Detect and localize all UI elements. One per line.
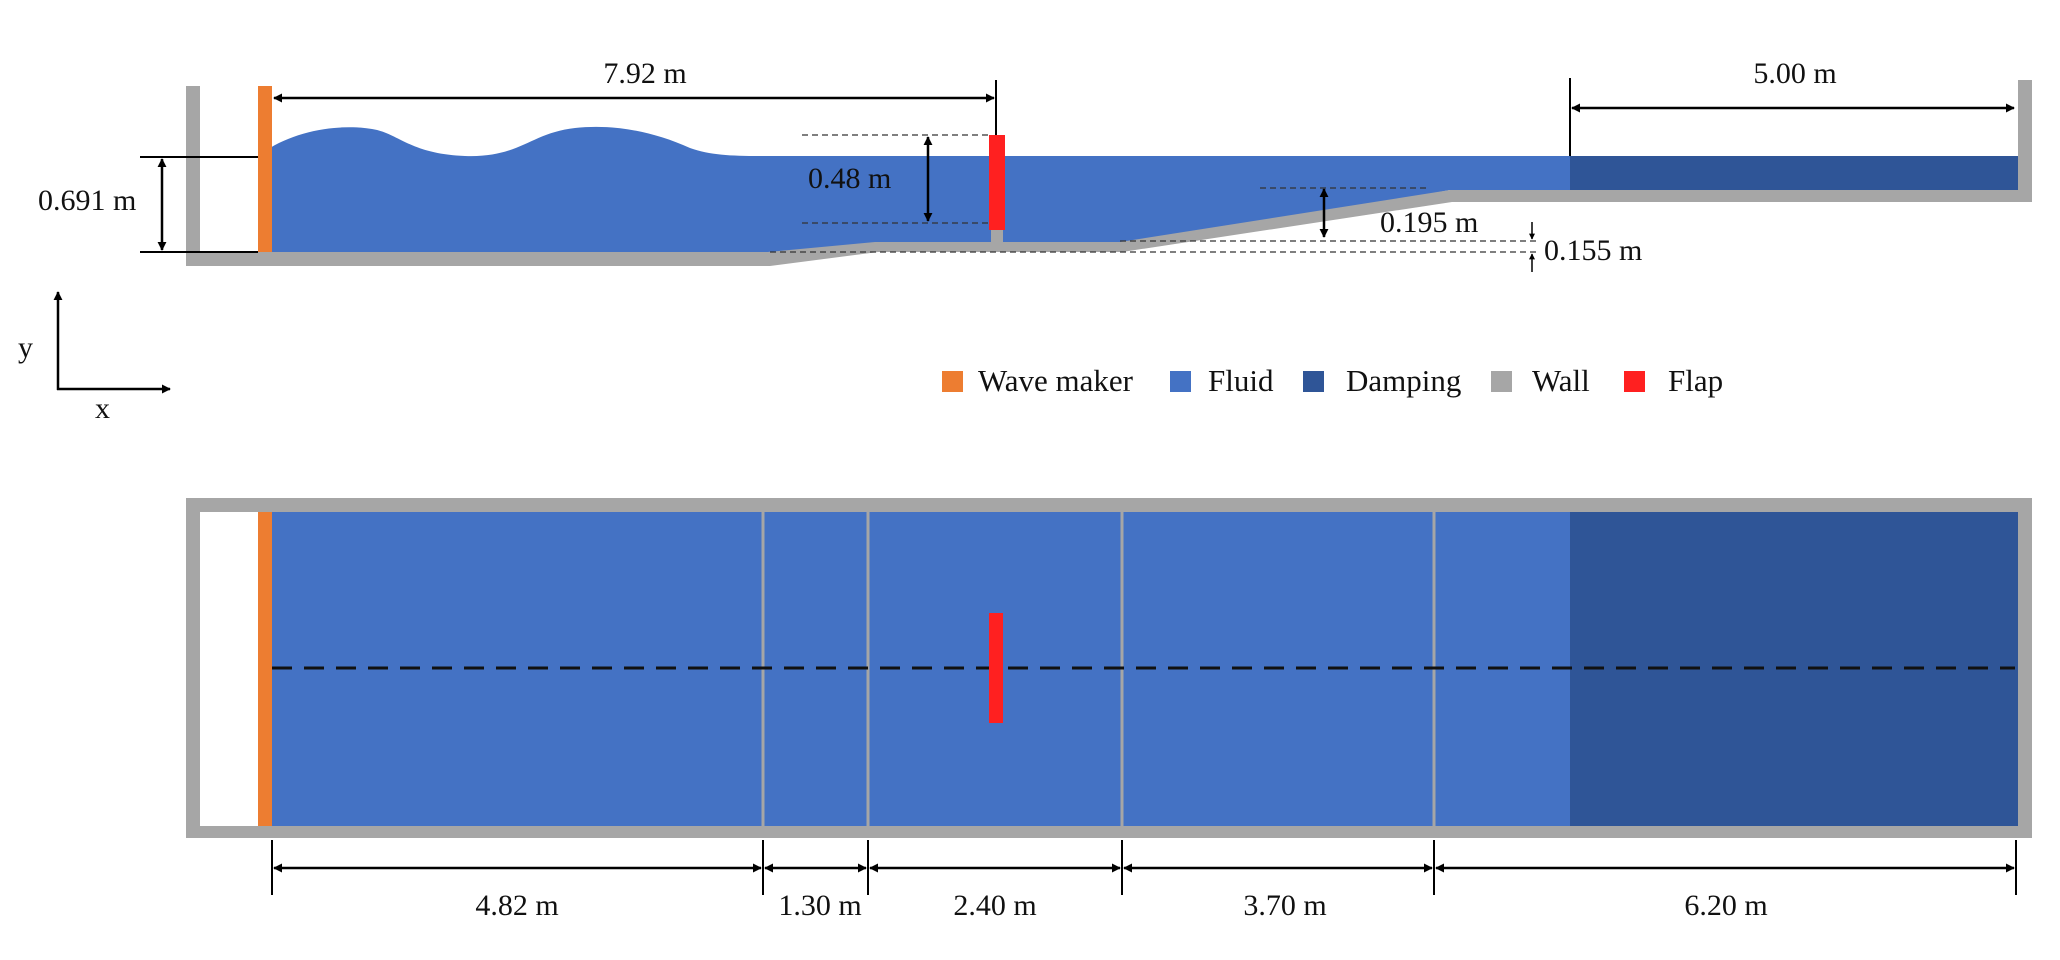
label-damping-length: 5.00 m xyxy=(1753,57,1836,90)
top-wave-maker xyxy=(258,512,272,826)
label-step-height: 0.195 m xyxy=(1380,206,1478,239)
legend-label-flap: Flap xyxy=(1668,363,1723,398)
segment-label-2: 1.30 m xyxy=(778,889,861,922)
label-water-depth: 0.691 m xyxy=(38,184,136,217)
legend-label-fluid: Fluid xyxy=(1208,363,1274,398)
wave-maker-paddle xyxy=(258,86,272,252)
left-end-wall xyxy=(186,86,200,266)
flap-top xyxy=(989,613,1003,723)
segment-label-3: 2.40 m xyxy=(953,889,1036,922)
side-fluid xyxy=(270,126,1570,252)
top-empty-region xyxy=(200,512,258,826)
flap-post xyxy=(991,228,1003,242)
y-axis-label: y xyxy=(18,331,33,364)
top-view: 4.82 m 1.30 m 2.40 m 3.70 m 6.20 m xyxy=(186,498,2032,922)
side-view: 7.92 m 5.00 m 0.691 m 0.48 m 0.195 m 0.1… xyxy=(38,57,2032,272)
segment-label-4: 3.70 m xyxy=(1243,889,1326,922)
bottom-wall xyxy=(186,190,2030,266)
legend-swatch-wave-maker xyxy=(942,371,963,392)
flap-side xyxy=(989,135,1005,230)
legend-swatch-wall xyxy=(1491,371,1512,392)
segment-label-5: 6.20 m xyxy=(1684,889,1767,922)
legend-label-wall: Wall xyxy=(1532,363,1590,398)
label-raise-height: 0.155 m xyxy=(1544,234,1642,267)
legend-label-damping: Damping xyxy=(1346,363,1461,398)
legend-swatch-damping xyxy=(1303,371,1324,392)
right-end-wall xyxy=(2018,80,2032,202)
x-axis-label: x xyxy=(95,392,110,425)
label-flap-distance: 7.92 m xyxy=(603,57,686,90)
side-damping-zone xyxy=(1570,156,2018,190)
label-flap-height: 0.48 m xyxy=(808,162,891,195)
axes-indicator: y x xyxy=(18,291,171,425)
legend: Wave maker Fluid Damping Wall Flap xyxy=(942,363,1723,398)
segment-label-1: 4.82 m xyxy=(475,889,558,922)
legend-label-wave-maker: Wave maker xyxy=(978,363,1134,398)
legend-swatch-fluid xyxy=(1170,371,1191,392)
legend-swatch-flap xyxy=(1624,371,1645,392)
